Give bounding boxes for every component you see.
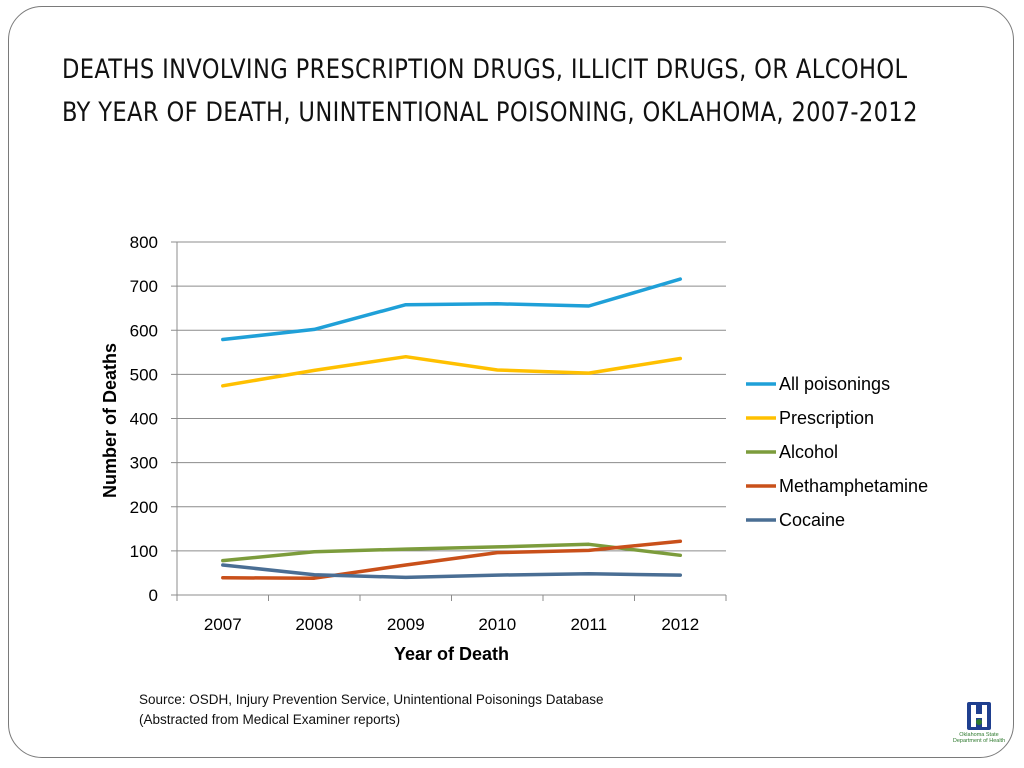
legend-label: Prescription — [779, 408, 874, 428]
x-tick-label: 2007 — [204, 615, 242, 634]
x-tick-label: 2008 — [295, 615, 333, 634]
y-tick-label: 300 — [130, 454, 158, 473]
legend-label: Alcohol — [779, 442, 838, 462]
y-tick-label: 800 — [130, 233, 158, 252]
series-line-cocaine — [221, 563, 683, 580]
y-tick-label: 100 — [130, 542, 158, 561]
oklahoma-health-logo-icon: Oklahoma State Department of Health — [950, 700, 1008, 748]
slide-frame — [8, 6, 1014, 758]
legend-label: Methamphetamine — [779, 476, 928, 496]
x-tick-label: 2009 — [387, 615, 425, 634]
source-note: Source: OSDH, Injury Prevention Service,… — [139, 690, 739, 730]
chart-axes: 0 100 200 300 400 500 600 700 800 2007 2008 2009 201… — [130, 233, 727, 634]
logo-text: Oklahoma State Department of Health — [952, 732, 1006, 744]
series-line-alcohol — [221, 542, 683, 563]
source-line-2: (Abstracted from Medical Examiner report… — [139, 712, 401, 727]
x-tick-label: 2010 — [478, 615, 516, 634]
y-tick-label: 0 — [149, 586, 158, 605]
series-line-methamphetamine — [221, 539, 683, 580]
y-tick-label: 200 — [130, 498, 158, 517]
y-axis-title: Number of Deaths — [100, 343, 120, 498]
logo-mark-icon — [967, 702, 991, 730]
y-tick-label: 600 — [130, 321, 158, 340]
x-axis-title: Year of Death — [394, 644, 509, 664]
chart-series — [221, 277, 683, 580]
x-tick-label: 2011 — [570, 615, 607, 634]
slide-title: DEATHS INVOLVING PRESCRIPTION DRUGS, ILL… — [62, 54, 918, 128]
chart-legend: All poisonings Prescription Alcohol Methamp… — [746, 374, 928, 530]
legend-label: All poisonings — [779, 374, 890, 394]
y-tick-label: 700 — [130, 277, 158, 296]
x-tick-label: 2012 — [661, 615, 699, 634]
y-tick-label: 400 — [130, 410, 158, 429]
series-line-all-poisonings — [221, 277, 683, 342]
legend-label: Cocaine — [779, 510, 845, 530]
y-tick-label: 500 — [130, 365, 158, 384]
series-line-prescription — [221, 354, 683, 388]
source-line-1: Source: OSDH, Injury Prevention Service,… — [139, 692, 604, 707]
